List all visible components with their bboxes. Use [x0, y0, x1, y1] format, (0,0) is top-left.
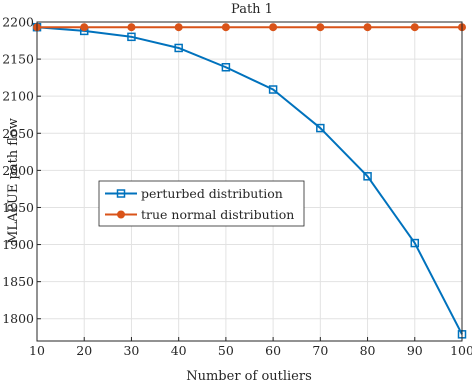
legend-box — [98, 180, 305, 227]
data-point-true-normal — [410, 23, 419, 32]
data-point-perturbed — [316, 123, 325, 133]
data-point-perturbed — [268, 85, 278, 94]
y-tick-label: 2100 — [2, 89, 34, 104]
x-tick-label: 40 — [171, 343, 187, 358]
y-tick-label: 1800 — [2, 311, 34, 326]
legend-label-perturbed: perturbed distribution — [141, 186, 283, 201]
data-point-perturbed — [127, 32, 136, 42]
legend-label-true-normal: true normal distribution — [141, 207, 294, 222]
data-point-true-normal — [269, 23, 278, 32]
data-point-true-normal — [174, 23, 183, 32]
x-tick-label: 60 — [265, 343, 281, 358]
x-tick-label: 50 — [218, 343, 234, 358]
x-tick-label: 10 — [29, 343, 45, 358]
plot-area-frame — [36, 21, 463, 342]
data-point-true-normal — [127, 23, 136, 32]
series-line-perturbed — [36, 26, 463, 335]
x-tick-label: 100 — [450, 343, 472, 358]
x-tick-label: 20 — [76, 343, 92, 358]
y-tick-label: 2150 — [2, 52, 34, 67]
x-axis-title: Number of outliers — [186, 369, 312, 383]
data-point-perturbed — [221, 63, 231, 72]
chart-title: Path 1 — [231, 2, 273, 17]
data-point-perturbed — [363, 172, 372, 181]
data-point-true-normal — [316, 23, 325, 32]
x-tick-label: 70 — [312, 343, 328, 358]
legend-marker-perturbed — [116, 189, 126, 198]
data-point-true-normal — [363, 23, 372, 32]
data-point-true-normal — [80, 23, 89, 32]
data-point-perturbed — [174, 43, 183, 53]
data-point-true-normal — [221, 23, 230, 32]
x-tick-label: 90 — [407, 343, 423, 358]
data-point-perturbed — [410, 238, 420, 248]
y-tick-label: 2050 — [2, 126, 34, 141]
y-tick-label: 2200 — [2, 15, 34, 30]
x-tick-label: 30 — [123, 343, 139, 358]
legend-marker-true-normal — [117, 210, 125, 219]
y-tick-label: 2000 — [2, 163, 34, 178]
y-tick-label: 1850 — [2, 274, 34, 289]
x-tick-label: 80 — [360, 343, 376, 358]
legend: perturbed distribution true normal distr… — [98, 180, 305, 227]
y-tick-label: 1950 — [2, 200, 34, 215]
y-axis-title: MLAPUE path flow — [6, 118, 21, 244]
y-tick-label: 1900 — [2, 237, 34, 252]
